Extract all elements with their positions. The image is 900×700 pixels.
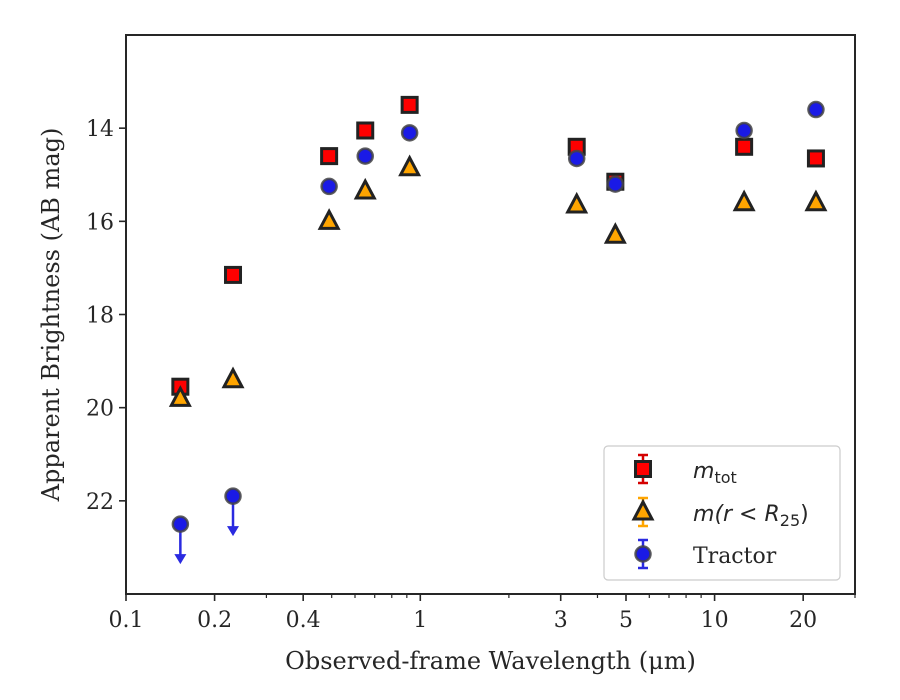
data-point-mr25 <box>317 208 341 230</box>
legend-marker-mr25 <box>631 498 655 521</box>
data-marks <box>168 95 828 565</box>
legend-box <box>603 445 841 581</box>
data-point-mr25 <box>603 222 627 244</box>
y-tick-label: 20 <box>86 397 114 422</box>
x-tick-label: 3 <box>554 608 568 633</box>
data-point-mtot <box>320 147 339 166</box>
legend-marker-mtot <box>634 460 652 478</box>
x-tick-label: 0.4 <box>286 608 321 633</box>
data-point-mr25 <box>353 177 377 200</box>
y-tick-label: 14 <box>86 117 114 142</box>
legend-label-mr25: m(r < R25) <box>693 502 809 530</box>
data-point-mr25 <box>168 385 192 407</box>
data-point-mtot <box>806 149 825 168</box>
x-tick-label: 0.2 <box>197 608 232 633</box>
data-point-tractor <box>320 177 338 196</box>
x-axis-label: Observed-frame Wavelength (μm) <box>285 647 696 675</box>
x-tick-label: 20 <box>789 608 817 633</box>
y-tick-label: 16 <box>86 210 114 235</box>
x-tick-label: 10 <box>701 608 729 633</box>
legend-marker-tractor <box>634 545 652 563</box>
data-point-tractor <box>807 100 825 119</box>
data-point-tractor <box>171 515 190 533</box>
series-mr25 <box>168 154 828 407</box>
data-point-mr25 <box>732 189 756 212</box>
data-point-mr25 <box>565 191 589 214</box>
upper-limit-arrowhead <box>174 554 187 565</box>
data-point-mtot <box>356 121 375 140</box>
legend-label-tractor: Tractor <box>693 544 777 569</box>
y-tick-label: 22 <box>86 490 114 515</box>
x-tick-label: 0.1 <box>109 608 144 633</box>
data-point-mr25 <box>221 366 245 389</box>
data-point-tractor <box>224 487 242 505</box>
series-tractor <box>171 100 825 565</box>
x-tick-label: 1 <box>413 608 427 633</box>
tick-labels: 0.1 0.2 0.4 1 3 5 10 20 14 16 18 20 22 <box>86 117 817 633</box>
data-point-mr25 <box>804 189 828 212</box>
data-point-tractor <box>735 121 753 140</box>
series-mtot <box>171 95 825 396</box>
data-point-mtot <box>224 265 243 284</box>
y-axis-label: Apparent Brightness (AB mag) <box>37 128 65 503</box>
data-point-mr25 <box>398 154 422 177</box>
data-point-tractor <box>606 175 625 193</box>
legend-handles <box>631 453 655 570</box>
plot-frame <box>125 34 856 595</box>
data-point-tractor <box>356 147 374 165</box>
data-point-mtot <box>735 137 754 156</box>
data-point-tractor <box>567 149 586 168</box>
x-tick-label: 5 <box>619 608 633 633</box>
legend: mtot m(r < R25) Tractor <box>603 445 841 581</box>
data-point-tractor <box>400 124 419 142</box>
upper-limit-arrowhead <box>227 526 240 537</box>
data-point-mtot <box>400 95 419 114</box>
y-tick-label: 18 <box>86 304 114 329</box>
legend-label-mtot: mtot <box>693 459 737 487</box>
